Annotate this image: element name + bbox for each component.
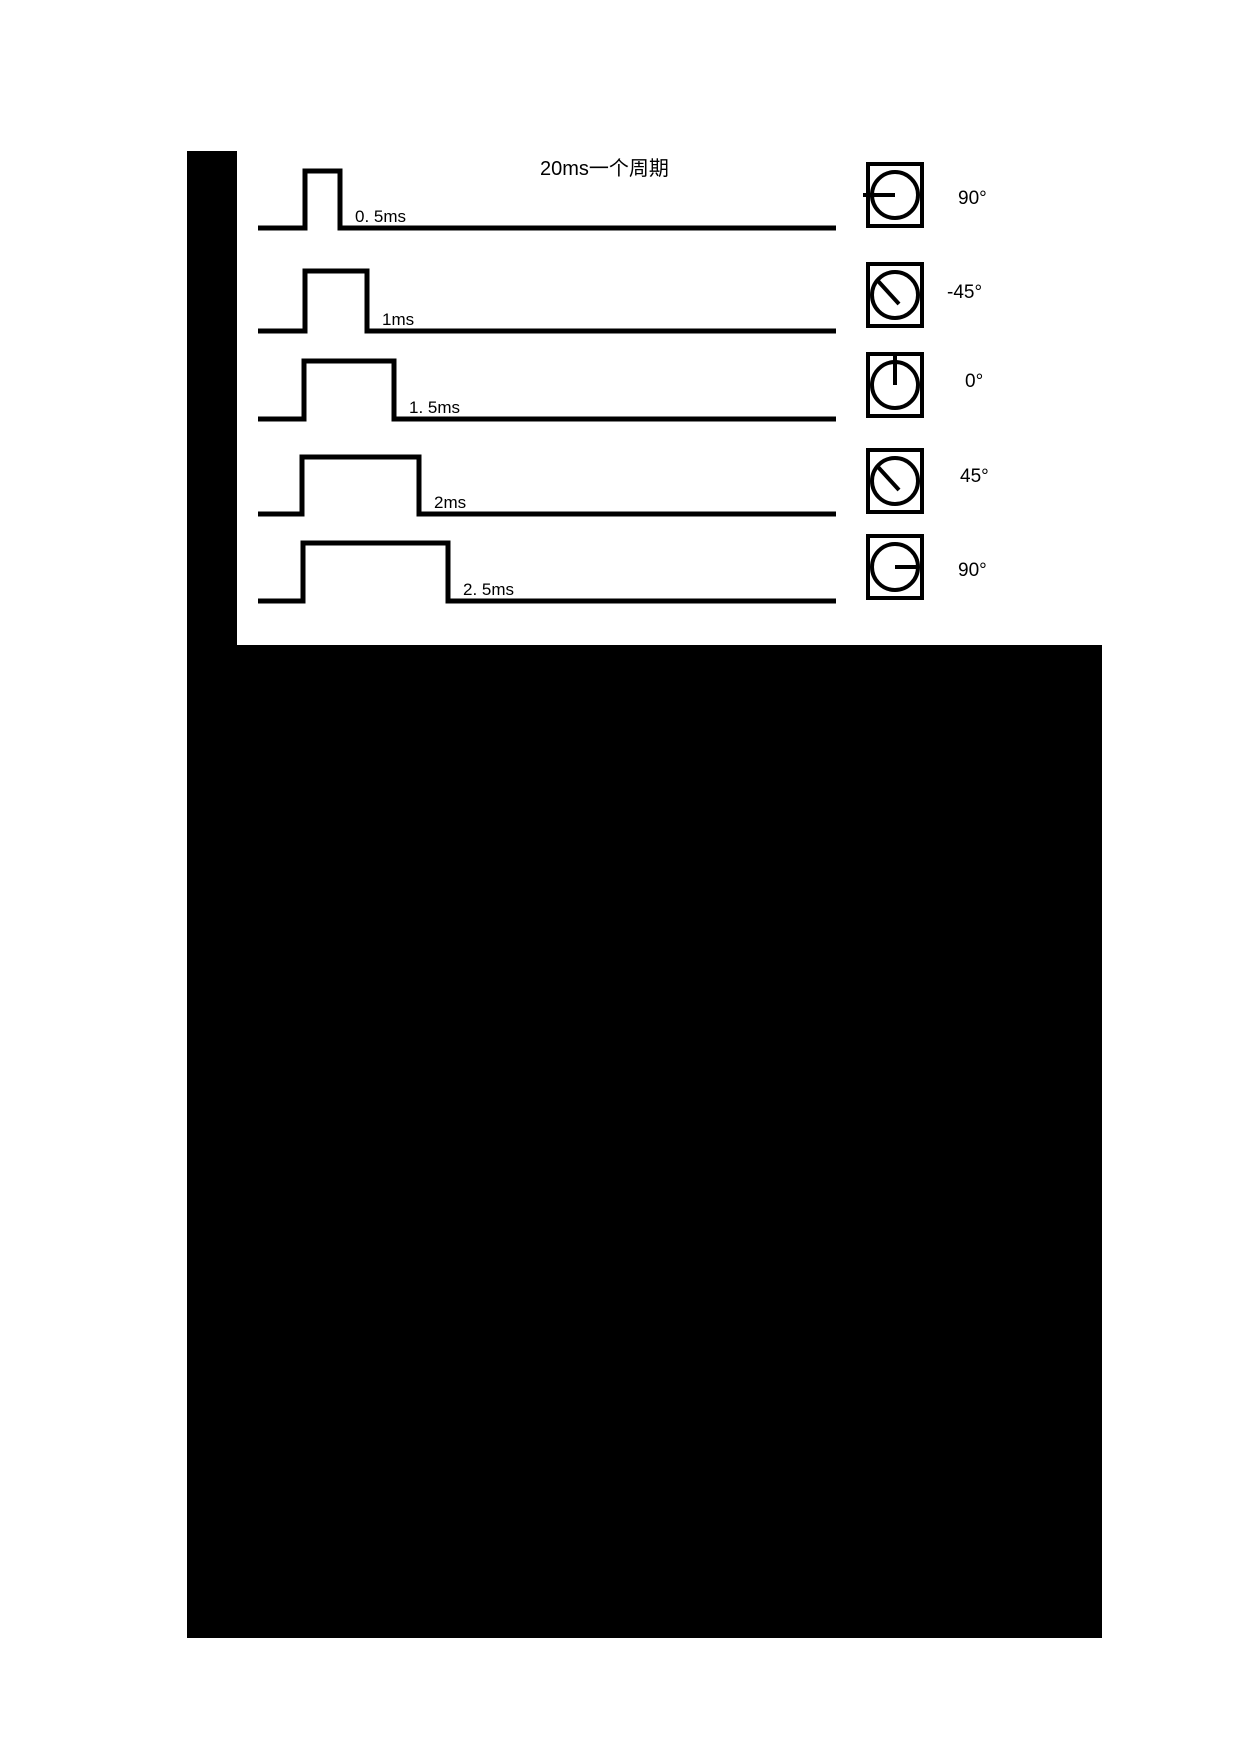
svg-text:90°: 90° [958,188,987,209]
svg-text:20ms一个周期: 20ms一个周期 [540,157,669,180]
svg-text:0. 5ms: 0. 5ms [355,207,406,226]
svg-text:2. 5ms: 2. 5ms [463,580,514,599]
svg-text:45°: 45° [960,466,989,487]
svg-text:1. 5ms: 1. 5ms [409,398,460,417]
svg-text:2ms: 2ms [434,493,466,512]
svg-text:90°: 90° [958,560,987,581]
svg-text:1ms: 1ms [382,310,414,329]
svg-text:0°: 0° [965,371,983,392]
svg-text:-45°: -45° [947,282,982,303]
